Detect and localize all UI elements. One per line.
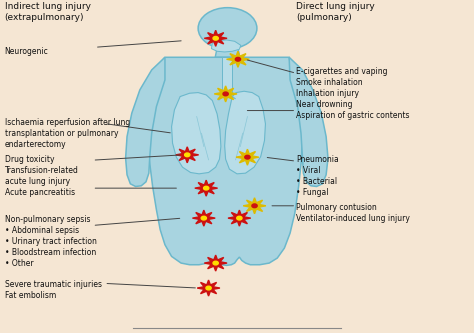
Text: • Viral: • Viral <box>296 166 321 175</box>
Text: E-cigarettes and vaping: E-cigarettes and vaping <box>296 67 388 76</box>
Polygon shape <box>204 255 227 271</box>
Polygon shape <box>225 91 265 174</box>
Polygon shape <box>236 149 259 165</box>
Text: Ventilator-induced lung injury: Ventilator-induced lung injury <box>296 214 410 223</box>
Circle shape <box>235 57 241 61</box>
Polygon shape <box>243 198 266 214</box>
Polygon shape <box>227 51 249 67</box>
Text: Transfusion-related: Transfusion-related <box>5 166 79 175</box>
Text: Indirect lung injury: Indirect lung injury <box>5 2 91 11</box>
Polygon shape <box>228 210 251 226</box>
Text: • Other: • Other <box>5 259 33 268</box>
Circle shape <box>245 155 250 159</box>
Text: (extrapulmonary): (extrapulmonary) <box>5 13 84 22</box>
Circle shape <box>198 8 257 49</box>
Text: • Urinary tract infection: • Urinary tract infection <box>5 237 97 246</box>
Circle shape <box>213 36 219 40</box>
Text: Severe traumatic injuries: Severe traumatic injuries <box>5 280 102 289</box>
Polygon shape <box>222 57 232 93</box>
Text: Ischaemia reperfusion after lung: Ischaemia reperfusion after lung <box>5 118 130 127</box>
Text: Pneumonia: Pneumonia <box>296 155 339 164</box>
Polygon shape <box>214 86 237 102</box>
Text: Aspiration of gastric contents: Aspiration of gastric contents <box>296 111 410 120</box>
Circle shape <box>252 204 257 208</box>
Circle shape <box>184 153 190 157</box>
Circle shape <box>201 216 207 220</box>
Text: • Fungal: • Fungal <box>296 188 329 197</box>
Text: • Bacterial: • Bacterial <box>296 177 337 186</box>
Polygon shape <box>126 57 165 186</box>
Polygon shape <box>197 280 220 296</box>
Text: transplantation or pulmonary: transplantation or pulmonary <box>5 129 118 138</box>
Text: Pulmonary contusion: Pulmonary contusion <box>296 203 377 212</box>
Circle shape <box>206 286 211 290</box>
Polygon shape <box>146 57 302 265</box>
Polygon shape <box>289 57 328 186</box>
Polygon shape <box>192 210 215 226</box>
Text: endarterectomy: endarterectomy <box>5 140 66 149</box>
Text: Acute pancreatitis: Acute pancreatitis <box>5 188 75 197</box>
Text: acute lung injury: acute lung injury <box>5 177 70 186</box>
Circle shape <box>223 92 228 96</box>
Text: • Abdominal sepsis: • Abdominal sepsis <box>5 226 79 235</box>
Text: Inhalation injury: Inhalation injury <box>296 89 359 98</box>
Text: Non-pulmonary sepsis: Non-pulmonary sepsis <box>5 215 90 224</box>
Circle shape <box>213 261 219 265</box>
Text: Direct lung injury: Direct lung injury <box>296 2 375 11</box>
Polygon shape <box>172 93 221 174</box>
Polygon shape <box>176 147 199 163</box>
Text: Drug toxicity: Drug toxicity <box>5 155 54 164</box>
Text: Neurogenic: Neurogenic <box>5 47 48 56</box>
Text: Smoke inhalation: Smoke inhalation <box>296 78 363 87</box>
Circle shape <box>203 186 209 190</box>
Text: Near drowning: Near drowning <box>296 100 353 109</box>
Text: Fat embolism: Fat embolism <box>5 291 56 300</box>
Polygon shape <box>195 180 218 196</box>
Text: (pulmonary): (pulmonary) <box>296 13 352 22</box>
Text: • Bloodstream infection: • Bloodstream infection <box>5 248 96 257</box>
Polygon shape <box>211 40 241 52</box>
Polygon shape <box>204 30 227 46</box>
Polygon shape <box>215 48 240 57</box>
Circle shape <box>237 216 242 220</box>
